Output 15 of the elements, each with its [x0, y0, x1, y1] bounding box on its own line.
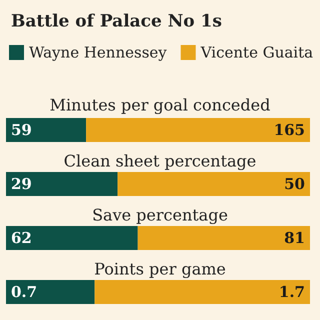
data-label: 1.7 — [278, 283, 305, 301]
data-label: 165 — [274, 121, 305, 139]
data-label: 59 — [11, 121, 32, 139]
chart-title: Clean sheet percentage — [64, 152, 256, 170]
data-label: 81 — [284, 229, 305, 247]
chart-subtitle: Minutes per goal conceded — [50, 96, 270, 114]
data-label: 50 — [284, 175, 305, 193]
legend-label: Vicente Guaita — [200, 44, 314, 62]
chart-title: Battle of Palace No 1s — [11, 12, 222, 32]
chart-title: Save percentage — [92, 206, 228, 224]
data-label: 62 — [11, 229, 32, 247]
data-label: 29 — [11, 175, 32, 193]
data-label: 0.7 — [11, 283, 38, 301]
chart-title: Points per game — [94, 260, 226, 278]
legend-label: Wayne Hennessey — [29, 44, 168, 62]
